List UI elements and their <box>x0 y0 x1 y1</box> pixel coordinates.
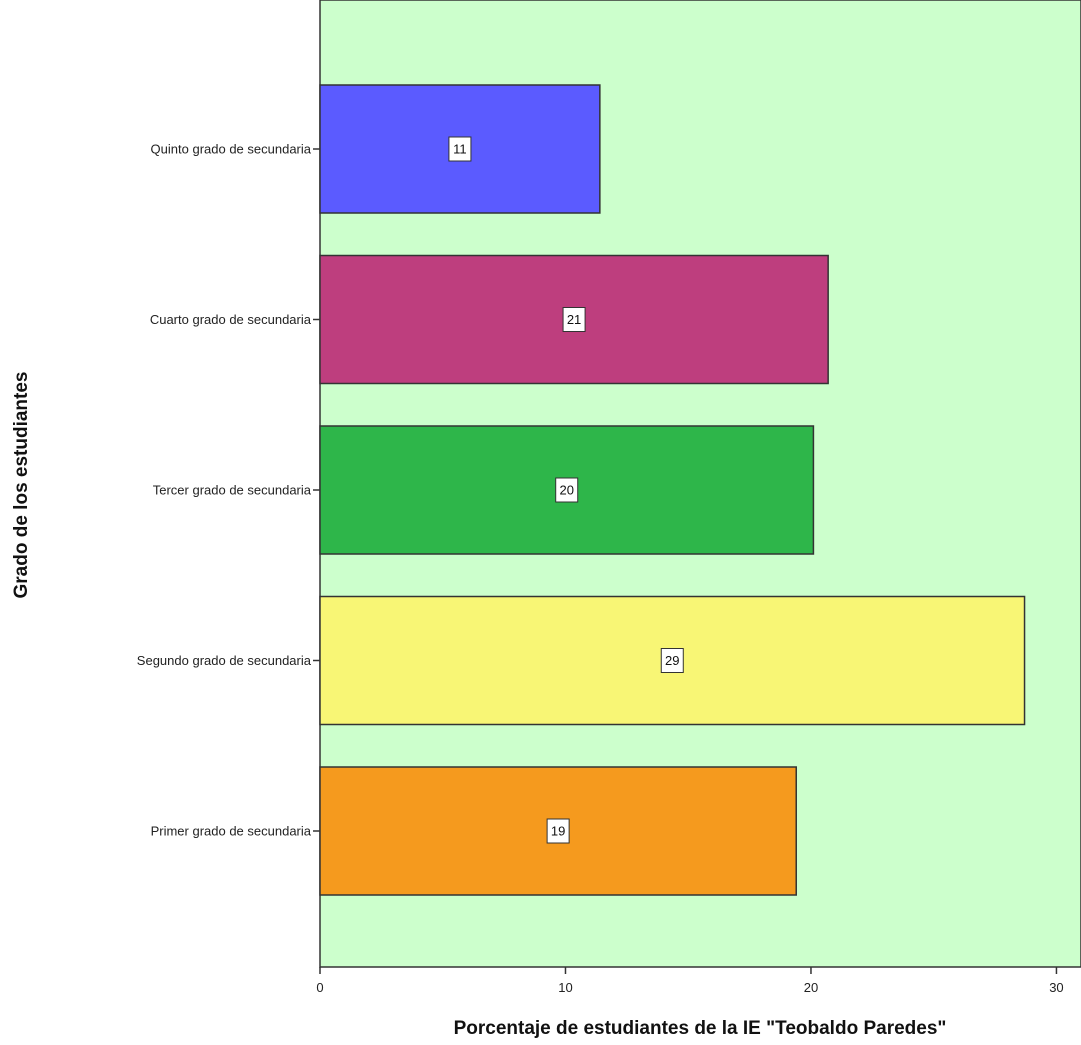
data-label-box <box>660 648 684 673</box>
x-tick-label: 0 <box>316 980 323 995</box>
y-tick-label: Segundo grado de secundaria <box>137 653 312 668</box>
data-label-box <box>546 818 570 844</box>
y-tick-label: Cuarto grado de secundaria <box>150 312 312 327</box>
data-label: 21 <box>567 312 581 327</box>
data-label-box <box>555 477 579 503</box>
y-axis: Quinto grado de secundaria Cuarto grado d… <box>137 142 320 839</box>
x-axis: 0 10 20 30 <box>316 967 1064 995</box>
data-label: 11 <box>453 142 467 157</box>
data-label-box <box>448 136 472 162</box>
data-label: 29 <box>665 653 679 668</box>
x-tick-label: 30 <box>1049 980 1063 995</box>
data-label: 20 <box>559 483 573 498</box>
x-tick-label: 10 <box>558 980 572 995</box>
y-tick-label: Tercer grado de secundaria <box>153 483 312 498</box>
x-axis-title: Porcentaje de estudiantes de la IE "Teob… <box>454 1018 947 1039</box>
y-axis-title: Grado de los estudiantes <box>11 372 32 599</box>
y-tick-label: Primer grado de secundaria <box>151 824 312 839</box>
data-label: 19 <box>551 824 565 839</box>
x-tick-label: 20 <box>804 980 818 995</box>
data-label-box <box>562 307 586 332</box>
data-labels-layer: 11 21 20 29 19 <box>448 136 684 844</box>
y-tick-label: Quinto grado de secundaria <box>151 142 312 157</box>
